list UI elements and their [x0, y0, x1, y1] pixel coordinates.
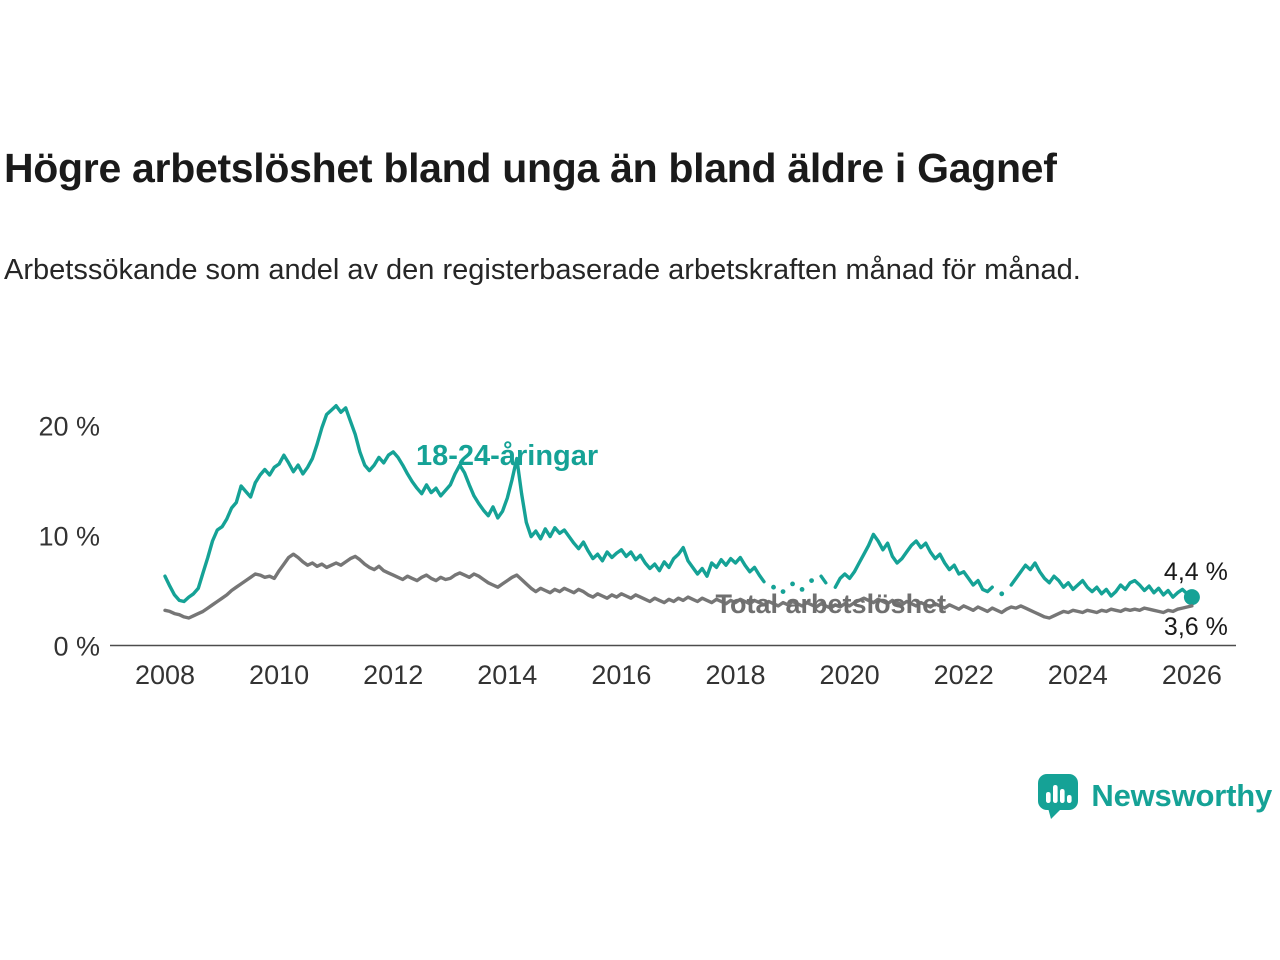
x-axis-tick-label: 2010 — [249, 660, 309, 690]
series-point-0 — [771, 584, 776, 590]
y-axis-tick-label: 20 % — [38, 412, 100, 442]
series-annotation-0: 18-24-åringar — [416, 440, 598, 472]
x-axis-tick-label: 2022 — [934, 660, 994, 690]
series-end-label-0: 4,4 % — [1164, 558, 1228, 586]
series-end-dot-0 — [1183, 589, 1200, 606]
series-line-0 — [833, 532, 994, 594]
series-point-0 — [809, 578, 814, 583]
x-axis-tick-label: 2024 — [1048, 660, 1108, 690]
x-axis-tick-label: 2018 — [705, 660, 765, 690]
x-axis-tick-label: 2020 — [820, 660, 880, 690]
series-line-0 — [819, 574, 828, 585]
x-axis-tick-label: 2008 — [135, 660, 195, 690]
series-point-0 — [999, 591, 1005, 597]
newsworthy-logo-text: Newsworthy — [1091, 777, 1272, 813]
series-point-0 — [790, 581, 795, 587]
series-end-label-1: 3,6 % — [1164, 613, 1228, 641]
series-point-0 — [799, 587, 805, 592]
series-line-0 — [1009, 561, 1194, 599]
y-axis-tick-label: 10 % — [38, 522, 100, 552]
x-axis-tick-label: 2016 — [591, 660, 651, 690]
series-line-1 — [163, 552, 1194, 620]
newsworthy-logo-icon — [1038, 774, 1079, 819]
newsworthy-logo: Newsworthy — [1036, 772, 1272, 819]
chart-title: Högre arbetslöshet bland unga än bland ä… — [4, 145, 1057, 191]
y-axis-tick-label: 0 % — [53, 632, 100, 662]
x-axis-tick-label: 2026 — [1162, 660, 1222, 690]
x-axis-tick-label: 2014 — [477, 660, 537, 690]
series-point-0 — [780, 589, 786, 594]
x-axis-tick-label: 2012 — [363, 660, 423, 690]
series-annotation-1: Total arbetslöshet — [716, 589, 947, 619]
chart-subtitle: Arbetssökande som andel av den registerb… — [4, 254, 1081, 286]
series-line-0 — [163, 404, 766, 604]
